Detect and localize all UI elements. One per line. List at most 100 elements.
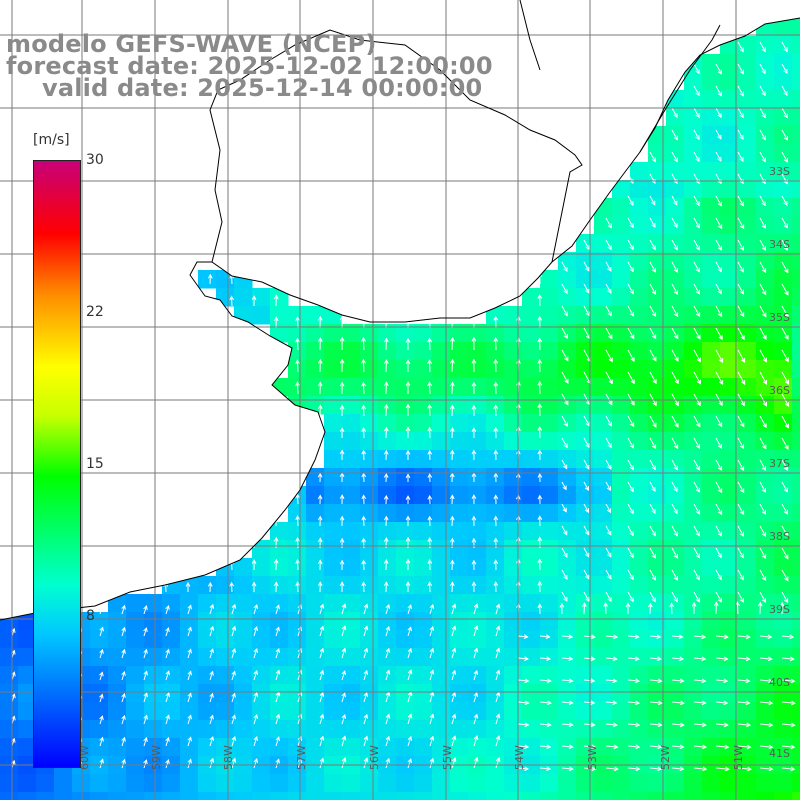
wind-speed-cell: [468, 648, 487, 667]
wind-arrow: [143, 649, 148, 659]
wind-speed-cell: [792, 576, 800, 595]
wind-arrow-head: [165, 736, 170, 742]
wind-arrow: [693, 635, 706, 638]
latitude-label: 37S: [769, 457, 790, 470]
wind-arrow-head: [407, 669, 413, 675]
wind-speed-cell: [774, 558, 793, 577]
wind-arrow-head: [187, 758, 192, 764]
wind-arrow-head: [695, 157, 700, 163]
wind-arrow: [561, 305, 568, 316]
wind-speed-cell: [738, 126, 757, 145]
wind-arrow: [451, 757, 456, 769]
wind-speed-cell: [252, 540, 271, 559]
wind-arrow-head: [717, 510, 723, 516]
wind-arrow: [693, 173, 700, 184]
wind-speed-cell: [774, 792, 793, 800]
wind-speed-cell: [18, 738, 37, 757]
wind-arrow: [561, 349, 569, 361]
wind-arrow: [759, 503, 766, 515]
wind-arrow-head: [361, 449, 367, 455]
wind-speed-cell: [684, 612, 703, 631]
wind-arrow-head: [784, 554, 789, 560]
wind-speed-cell: [450, 450, 469, 469]
wind-arrow-head: [784, 312, 789, 318]
wind-arrow-head: [657, 700, 663, 706]
wind-arrow-head: [524, 678, 530, 684]
wind-speed-cell: [720, 522, 739, 541]
wind-speed-cell: [648, 558, 667, 577]
wind-speed-cell: [558, 468, 577, 487]
wind-arrow: [759, 459, 767, 471]
wind-speed-cell: [378, 468, 397, 487]
wind-speed-cell: [612, 270, 631, 289]
wind-speed-cell: [198, 270, 217, 289]
wind-speed-cell: [522, 612, 541, 631]
wind-speed-cell: [288, 738, 307, 757]
wind-speed-cell: [558, 486, 577, 505]
wind-arrow: [627, 481, 634, 492]
wind-arrow-head: [768, 678, 774, 684]
wind-arrow: [737, 745, 751, 748]
wind-speed-cell: [504, 486, 523, 505]
wind-speed-cell: [558, 684, 577, 703]
wind-speed-cell: [630, 612, 649, 631]
wind-arrow: [737, 305, 745, 317]
wind-speed-cell: [432, 396, 451, 415]
wind-arrow-head: [652, 356, 657, 362]
wind-speed-cell: [540, 576, 559, 595]
wind-arrow-head: [451, 603, 457, 609]
wind-arrow-head: [761, 466, 767, 472]
wind-arrow: [693, 591, 700, 602]
wind-arrow-head: [143, 670, 148, 676]
wind-arrow-head: [449, 494, 455, 500]
wind-speed-cell: [324, 576, 343, 595]
wind-arrow-head: [449, 427, 455, 432]
wind-arrow-head: [608, 357, 613, 363]
wind-speed-cell: [702, 126, 721, 145]
wind-arrow-head: [563, 311, 568, 317]
wind-arrow: [693, 459, 700, 471]
wind-speed-cell: [252, 612, 271, 631]
wind-speed-cell: [666, 378, 685, 397]
wind-arrow-head: [784, 576, 789, 582]
wind-speed-cell: [234, 612, 253, 631]
wind-speed-cell: [252, 594, 271, 613]
wind-arrow: [671, 745, 684, 748]
wind-speed-cell: [504, 306, 523, 325]
wind-speed-cell: [756, 54, 775, 73]
wind-speed-cell: [774, 54, 793, 73]
wind-arrow-head: [405, 449, 411, 455]
wind-arrow: [143, 737, 147, 747]
wind-arrow: [759, 701, 773, 704]
wind-arrow-head: [635, 678, 641, 684]
wind-arrow-head: [493, 358, 499, 364]
title-model: modelo GEFS-WAVE (NCEP): [6, 30, 377, 58]
wind-arrow: [715, 525, 722, 537]
wind-arrow: [671, 591, 678, 602]
wind-arrow-head: [383, 537, 389, 542]
wind-arrow-head: [546, 766, 552, 772]
wind-arrow-head: [651, 553, 656, 559]
wind-speed-cell: [414, 540, 433, 559]
wind-arrow-head: [629, 553, 634, 559]
wind-arrow-head: [673, 597, 678, 603]
wind-arrow-head: [563, 464, 568, 470]
wind-speed-cell: [738, 540, 757, 559]
wind-arrow: [561, 679, 573, 682]
wind-speed-cell: [594, 720, 613, 739]
wind-speed-cell: [468, 720, 487, 739]
wind-speed-cell: [738, 504, 757, 523]
wind-speed-cell: [468, 558, 487, 577]
wind-arrow-head: [471, 358, 477, 364]
wind-speed-cell: [774, 504, 793, 523]
wind-arrow: [693, 283, 700, 295]
wind-speed-cell: [702, 648, 721, 667]
wind-speed-cell: [378, 486, 397, 505]
wind-arrow: [539, 767, 551, 770]
wind-arrow-head: [143, 648, 148, 654]
wind-arrow-head: [495, 691, 501, 697]
wind-arrow: [693, 415, 701, 427]
wind-speed-cell: [684, 378, 703, 397]
wind-speed-cell: [450, 342, 469, 361]
wind-arrow-head: [673, 223, 678, 229]
